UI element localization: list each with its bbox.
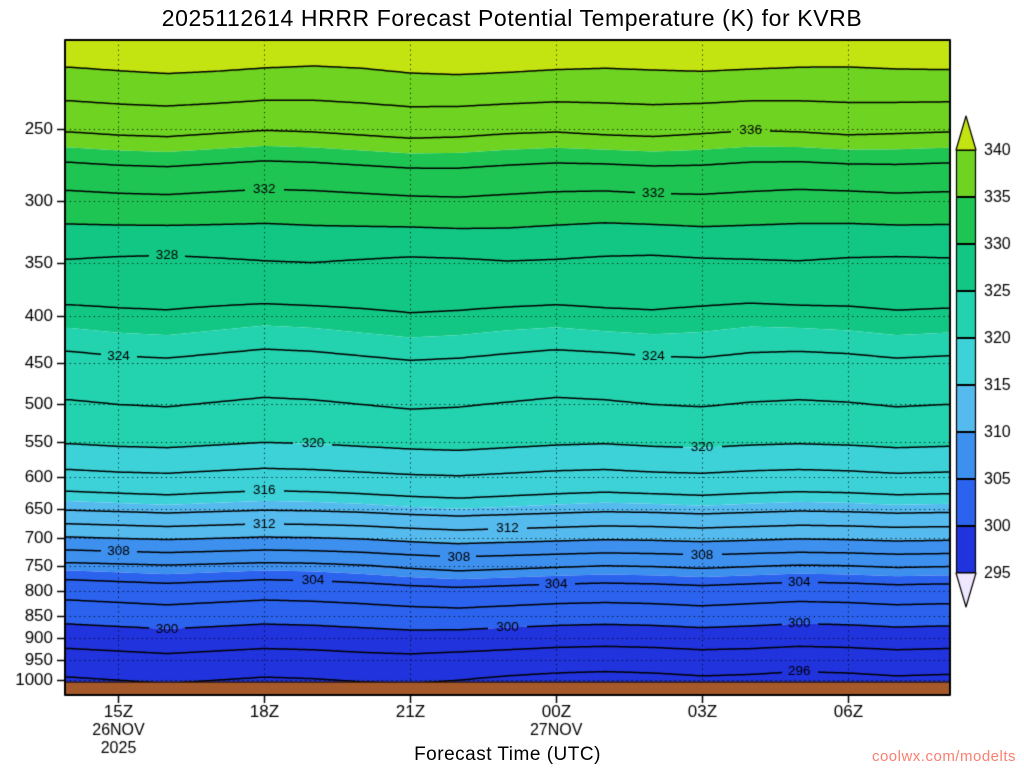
watermark: coolwx.com/modelts: [871, 748, 1016, 765]
x-axis-title: Forecast Time (UTC): [414, 744, 601, 765]
